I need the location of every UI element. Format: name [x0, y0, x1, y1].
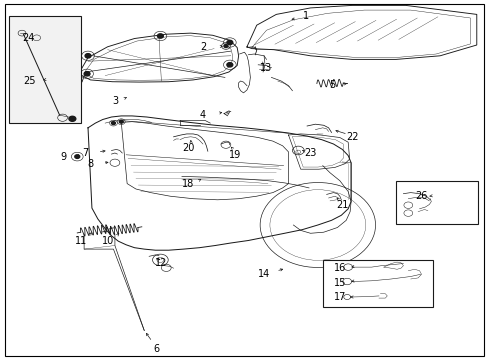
Text: 17: 17	[333, 292, 346, 302]
Text: 14: 14	[257, 269, 270, 279]
Text: 11: 11	[74, 236, 87, 246]
Text: 7: 7	[82, 148, 88, 158]
Circle shape	[111, 122, 115, 125]
Text: 24: 24	[22, 33, 35, 43]
Text: 16: 16	[333, 263, 346, 273]
Text: 23: 23	[304, 148, 316, 158]
Text: 22: 22	[345, 132, 358, 142]
Text: 8: 8	[87, 159, 93, 169]
Text: 15: 15	[333, 278, 346, 288]
Text: 13: 13	[260, 63, 272, 73]
Text: 4: 4	[200, 110, 205, 120]
Circle shape	[69, 116, 76, 121]
Text: 2: 2	[200, 42, 205, 52]
Circle shape	[75, 155, 80, 158]
Circle shape	[84, 72, 90, 76]
Bar	[395, 181, 477, 224]
Text: 3: 3	[112, 96, 118, 106]
Circle shape	[157, 34, 163, 38]
Text: 9: 9	[61, 152, 66, 162]
Text: 20: 20	[182, 143, 194, 153]
Text: 10: 10	[101, 236, 114, 246]
Text: 12: 12	[155, 258, 167, 268]
Circle shape	[85, 54, 91, 58]
Bar	[322, 260, 432, 307]
Circle shape	[119, 120, 123, 123]
Text: 18: 18	[182, 179, 194, 189]
Text: 26: 26	[414, 191, 427, 201]
Circle shape	[226, 40, 232, 45]
Circle shape	[226, 63, 232, 67]
Text: 19: 19	[228, 150, 241, 160]
Text: 5: 5	[329, 80, 335, 90]
Text: 21: 21	[335, 200, 348, 210]
Bar	[9, 16, 81, 123]
Circle shape	[224, 45, 227, 48]
Text: 25: 25	[23, 76, 36, 86]
Text: 6: 6	[153, 344, 159, 354]
Text: 1: 1	[302, 11, 308, 21]
